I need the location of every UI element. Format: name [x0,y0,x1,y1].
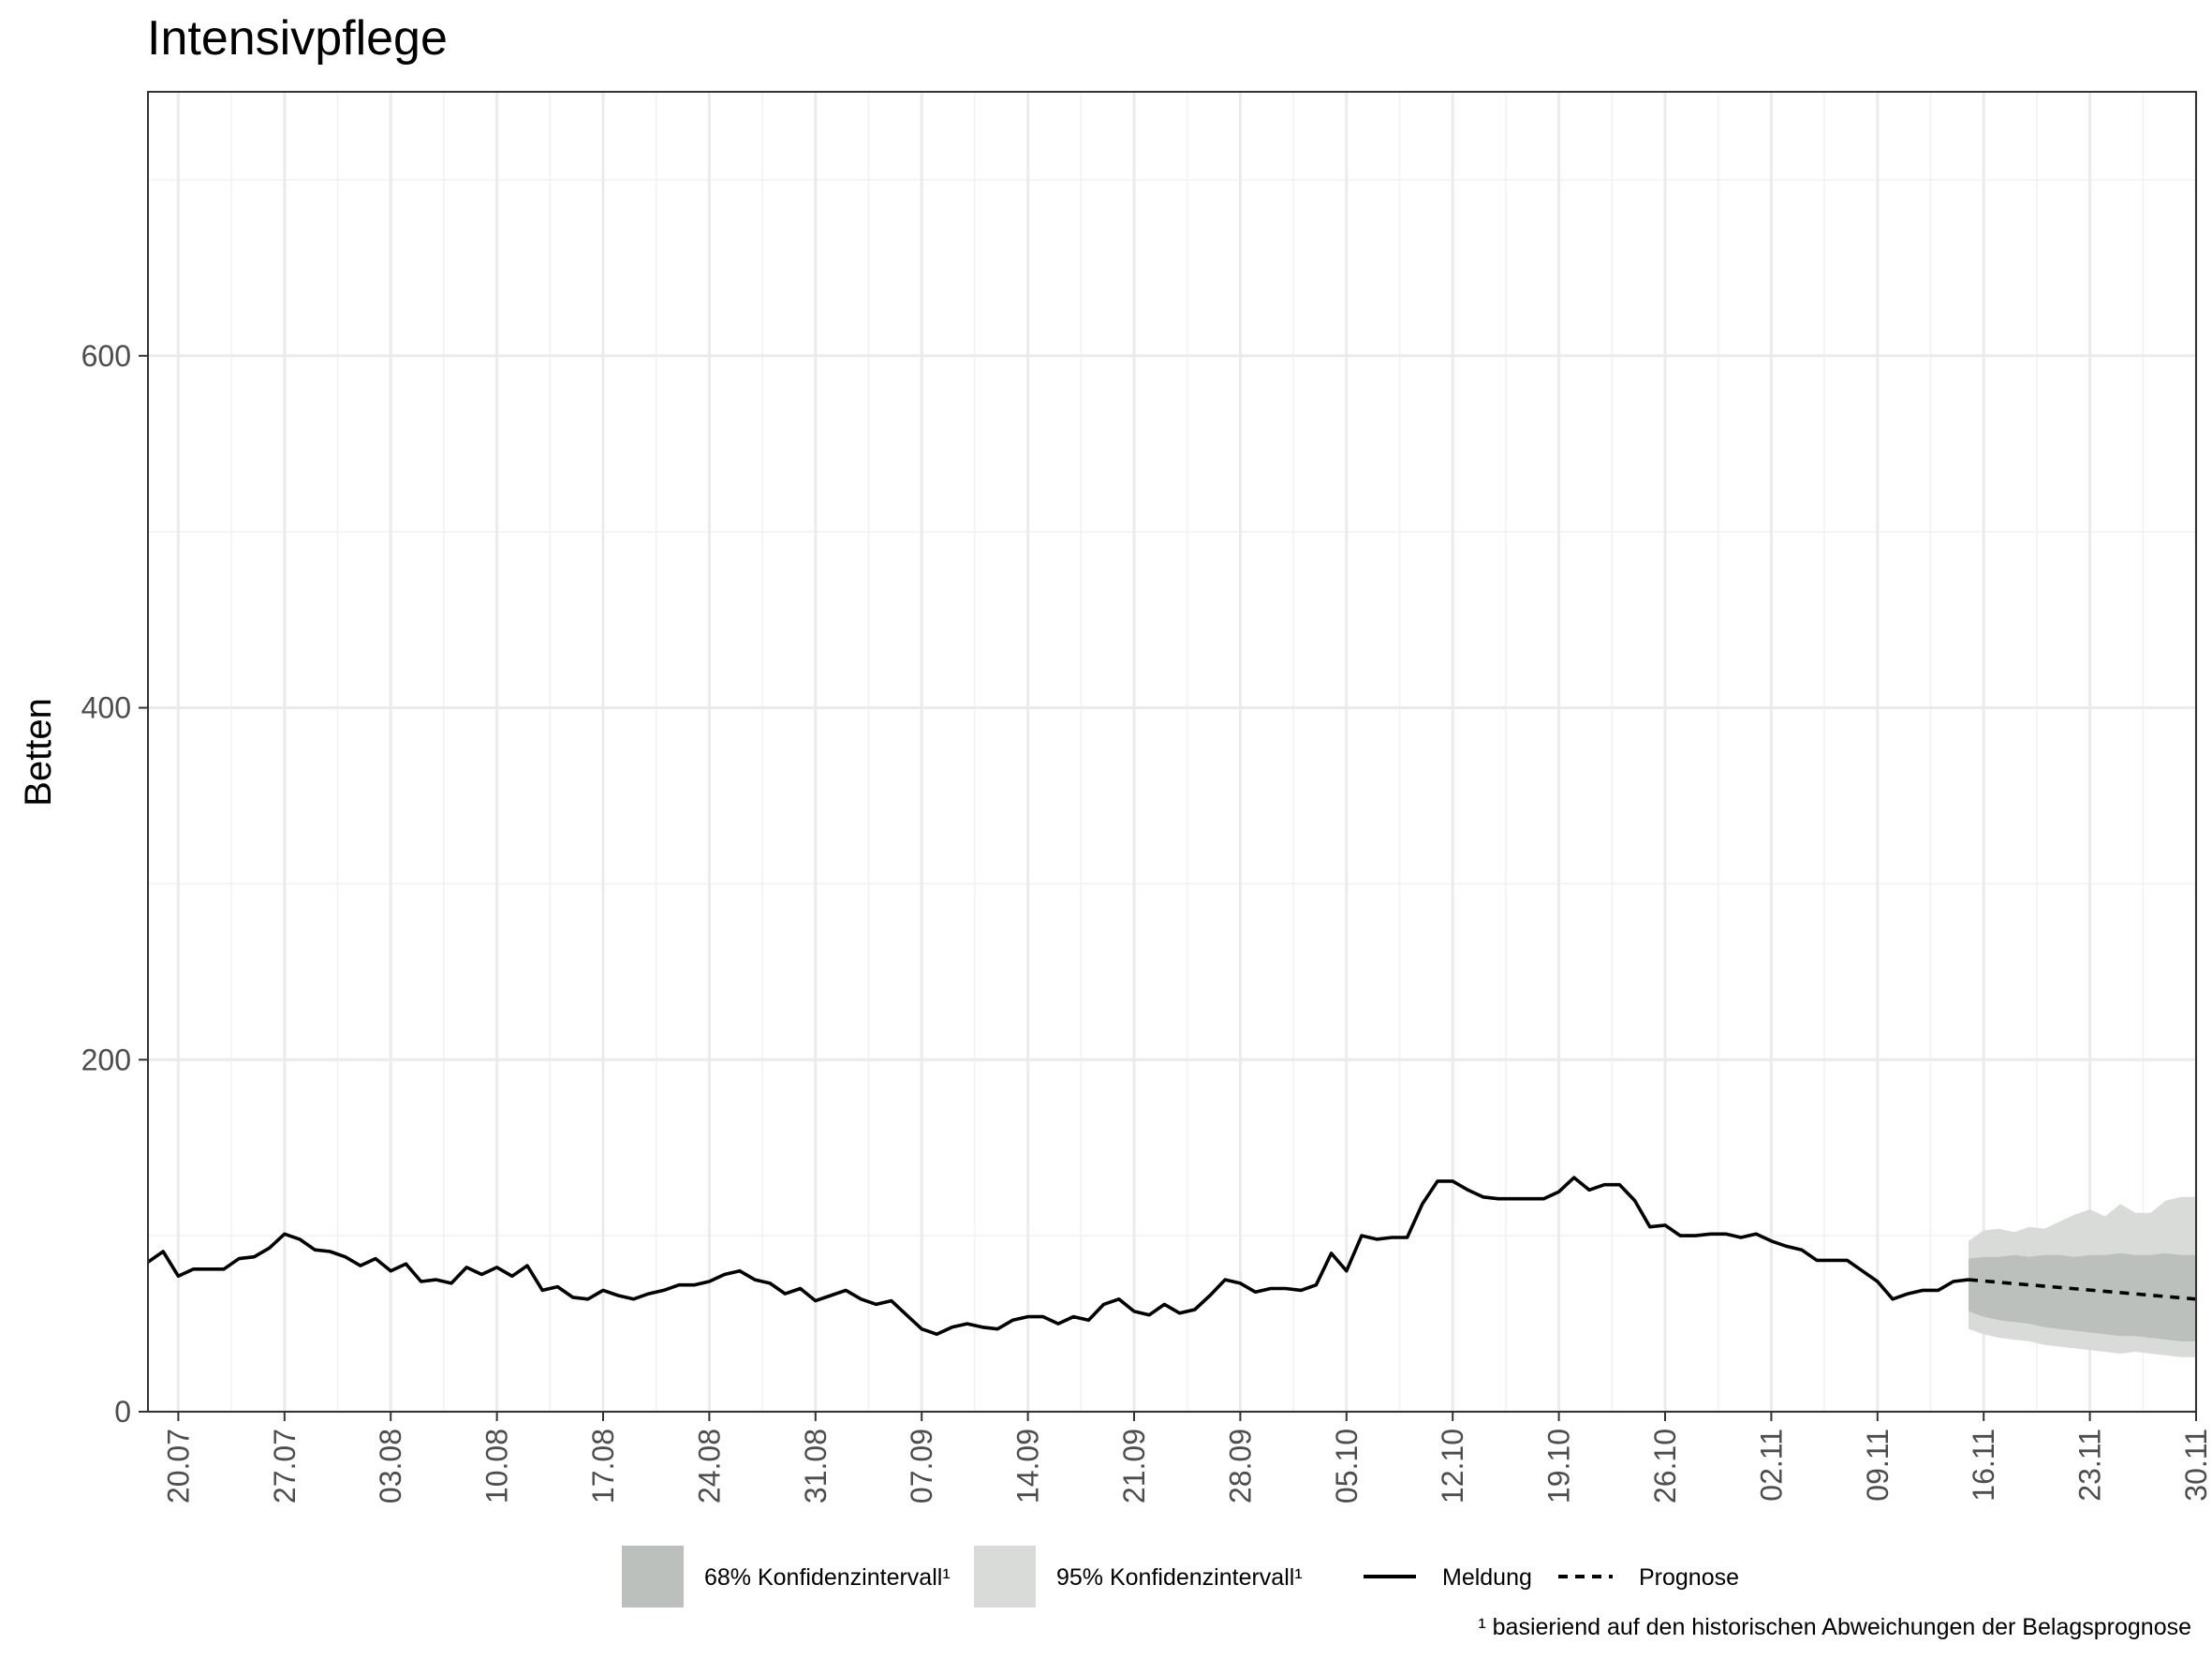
y-tick-label: 0 [114,1395,131,1429]
x-tick-label: 02.11 [1754,1429,1788,1502]
x-tick-label: 12.10 [1436,1429,1469,1503]
x-tick-label: 31.08 [799,1429,833,1503]
y-tick-label: 200 [81,1043,131,1076]
legend-label-ci68: 68% Konfidenzintervall¹ [704,1564,951,1591]
footnote: ¹ basieriend auf den historischen Abweic… [1478,1614,2191,1640]
forecast-bands [1969,1196,2196,1357]
x-tick-label: 24.08 [692,1429,726,1503]
x-tick-label: 19.10 [1542,1429,1576,1503]
band-ci68 [1969,1252,2196,1341]
x-tick-label: 21.09 [1117,1429,1151,1503]
legend-label-meldung: Meldung [1442,1564,1532,1591]
series-line-meldung [146,1176,1969,1337]
x-tick-label: 09.11 [1861,1429,1895,1502]
legend-swatch-ci68 [622,1546,684,1607]
x-tick-label: 16.11 [1967,1429,2000,1502]
x-tick-label: 27.07 [268,1429,302,1503]
x-tick-label: 26.10 [1648,1429,1682,1503]
x-axis: 20.07 27.07 03.08 10.08 17.08 24.08 31.08 07.09… [161,1412,2212,1503]
x-tick-label: 07.09 [905,1429,938,1503]
series-line-prognose [1968,1278,2197,1301]
grid-major [148,92,2198,1414]
x-tick-label: 28.09 [1223,1429,1257,1503]
y-axis: 0 200 400 600 [81,339,148,1429]
y-tick-label: 400 [81,691,131,725]
x-tick-label: 03.08 [374,1429,407,1503]
grid-minor [148,92,2196,1412]
y-axis-label: Betten [18,698,59,807]
panel-border [147,91,2197,1413]
x-tick-label: 30.11 [2179,1429,2212,1502]
x-tick-label: 23.11 [2073,1429,2107,1502]
y-tick-label: 600 [81,339,131,373]
legend: 68% Konfidenzintervall¹ 95% Konfidenzint… [622,1546,1739,1607]
chart-title: Intensivpflege [147,11,448,66]
x-tick-label: 14.09 [1011,1429,1045,1503]
x-tick-label: 20.07 [161,1429,195,1503]
legend-label-ci95: 95% Konfidenzintervall¹ [1056,1564,1303,1591]
x-tick-label: 17.08 [586,1429,620,1503]
series-lines [146,1176,2197,1337]
x-tick-label: 05.10 [1330,1429,1364,1503]
legend-swatch-ci95 [974,1546,1036,1607]
legend-label-prognose: Prognose [1639,1564,1739,1591]
x-tick-label: 10.08 [480,1429,514,1503]
